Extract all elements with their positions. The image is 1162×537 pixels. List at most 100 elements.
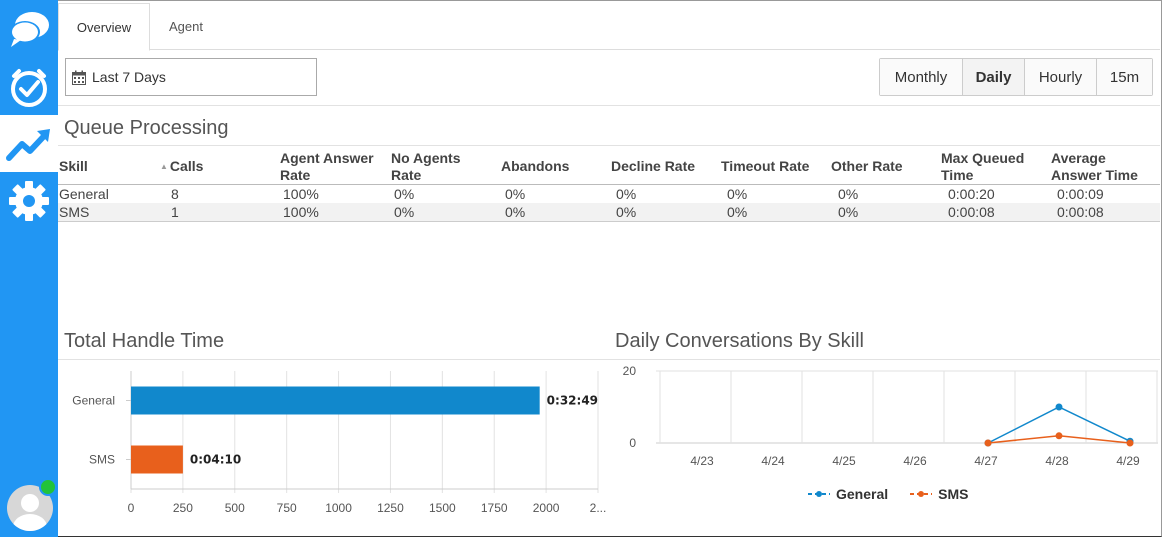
- y-tick-label: 0: [629, 436, 636, 450]
- handle-time-title: Total Handle Time: [64, 330, 225, 352]
- clock-check-icon: [11, 68, 47, 107]
- cell-max-queued-time: 0:00:08: [948, 204, 995, 220]
- user-status-indicator: [39, 478, 57, 496]
- gear-icon: [9, 180, 49, 221]
- x-tick-label: 1000: [325, 501, 352, 515]
- column-header-no-agents-rate[interactable]: No Agents Rate: [391, 149, 461, 183]
- divider: [58, 359, 1160, 360]
- x-tick-label: 4/24: [761, 454, 785, 468]
- cell-timeout-rate: 0%: [727, 204, 748, 220]
- sidebar-item-settings[interactable]: [0, 172, 58, 229]
- column-header-max-queued-time[interactable]: Max Queued Time: [941, 149, 1025, 183]
- legend-label: General: [836, 486, 889, 502]
- handle-time-chart: 0 250 500 750 1000 1250 1500 1750 2000 2... Genera…: [72, 371, 607, 515]
- tab-agent[interactable]: Agent: [169, 19, 203, 34]
- trending-chart-icon: [6, 128, 50, 161]
- cell-skill: SMS: [59, 204, 90, 220]
- cell-other-rate: 0%: [838, 204, 859, 220]
- calendar-icon: [72, 70, 86, 85]
- x-tick-label: 4/29: [1116, 454, 1140, 468]
- sort-icon: ▲: [160, 162, 168, 171]
- bar-general: [131, 386, 540, 415]
- y-tick-label: 20: [623, 364, 637, 378]
- tab-overview[interactable]: Overview: [58, 3, 150, 51]
- legend-item-sms[interactable]: SMS: [910, 486, 968, 502]
- divider: [58, 145, 1160, 146]
- legend-label: SMS: [938, 486, 969, 502]
- granularity-monthly-button[interactable]: Monthly: [880, 59, 963, 95]
- cell-calls: 8: [171, 186, 179, 202]
- data-point-sms: [1126, 439, 1134, 447]
- x-tick-label: 4/23: [690, 454, 714, 468]
- date-range-picker[interactable]: Last 7 Days: [65, 58, 317, 96]
- chat-bubbles-icon: [10, 11, 49, 47]
- cell-skill: General: [59, 186, 109, 202]
- x-tick-label: 4/27: [974, 454, 998, 468]
- table-row[interactable]: SMS 1 100% 0% 0% 0% 0% 0% 0:00:08 0:00:0…: [58, 203, 1160, 221]
- granularity-hourly-button[interactable]: Hourly: [1025, 59, 1097, 95]
- queue-table: Skill ▲ Calls Agent Answer Rate No Agents…: [58, 148, 1160, 222]
- legend-swatch: [808, 491, 830, 497]
- x-tick-label: 1250: [377, 501, 404, 515]
- cell-agent-answer-rate: 100%: [283, 186, 319, 202]
- granularity-selector: Monthly Daily Hourly 15m: [879, 58, 1153, 96]
- column-header-skill[interactable]: Skill: [59, 158, 88, 174]
- legend-swatch: [910, 491, 933, 497]
- cell-abandons: 0%: [505, 186, 526, 202]
- cell-agent-answer-rate: 100%: [283, 204, 319, 220]
- cell-other-rate: 0%: [838, 186, 859, 202]
- column-header-abandons[interactable]: Abandons: [501, 158, 570, 174]
- divider: [58, 105, 1160, 106]
- divider: [58, 221, 1160, 222]
- cell-decline-rate: 0%: [616, 204, 637, 220]
- x-tick-label: 750: [277, 501, 297, 515]
- x-tick-label: 1750: [481, 501, 508, 515]
- column-header-average-answer-time[interactable]: Average Answer Time: [1051, 149, 1138, 183]
- x-tick-label: 4/25: [832, 454, 856, 468]
- bar-data-label: 0:32:49: [547, 394, 598, 408]
- x-tick-label: 1500: [429, 501, 456, 515]
- sidebar-item-timer[interactable]: [0, 58, 58, 115]
- cell-timeout-rate: 0%: [727, 186, 748, 202]
- column-header-decline-rate[interactable]: Decline Rate: [611, 158, 696, 174]
- sidebar-item-reports[interactable]: [0, 115, 58, 172]
- granularity-daily-button[interactable]: Daily: [963, 59, 1025, 95]
- x-tick-label: 500: [225, 501, 245, 515]
- x-tick-label: 250: [173, 501, 193, 515]
- y-tick-label: General: [72, 394, 115, 408]
- x-tick-label: 2...: [590, 501, 607, 515]
- cell-average-answer-time: 0:00:08: [1057, 204, 1104, 220]
- column-header-timeout-rate[interactable]: Timeout Rate: [721, 158, 810, 174]
- bar-data-label: 0:04:10: [190, 453, 241, 467]
- chart-legend: General SMS: [808, 486, 968, 502]
- bar-sms: [131, 445, 183, 474]
- avatar[interactable]: [7, 485, 53, 531]
- user-silhouette-icon: [13, 494, 47, 531]
- cell-max-queued-time: 0:00:20: [948, 186, 995, 202]
- queue-processing-title: Queue Processing: [64, 117, 229, 139]
- legend-item-general[interactable]: General: [808, 486, 888, 502]
- tab-bar: Overview Agent: [58, 1, 1160, 51]
- x-tick-label: 2000: [533, 501, 560, 515]
- granularity-15m-button[interactable]: 15m: [1097, 59, 1152, 95]
- cell-decline-rate: 0%: [616, 186, 637, 202]
- column-header-calls[interactable]: ▲ Calls: [160, 158, 204, 174]
- x-tick-label: 4/28: [1045, 454, 1069, 468]
- table-header: Skill ▲ Calls Agent Answer Rate No Agents…: [58, 148, 1160, 185]
- column-header-other-rate[interactable]: Other Rate: [831, 158, 903, 174]
- cell-no-agents-rate: 0%: [394, 186, 415, 202]
- date-range-label: Last 7 Days: [92, 69, 166, 85]
- cell-abandons: 0%: [505, 204, 526, 220]
- table-row[interactable]: General 8 100% 0% 0% 0% 0% 0% 0:00:20 0:…: [58, 185, 1160, 203]
- sidebar-item-chat[interactable]: [0, 0, 58, 57]
- conversations-title: Daily Conversations By Skill: [615, 330, 864, 352]
- cell-no-agents-rate: 0%: [394, 204, 415, 220]
- conversations-chart: 0 20 4/23 4/24 4/25 4/26 4/27 4/28 4/29: [623, 364, 1158, 468]
- data-point-sms: [1055, 432, 1063, 440]
- data-point-sms: [984, 439, 992, 447]
- cell-average-answer-time: 0:00:09: [1057, 186, 1104, 202]
- x-tick-label: 0: [128, 501, 135, 515]
- sidebar: [0, 0, 58, 537]
- main-panel: Overview Agent Last 7 Days Monthly Daily…: [58, 0, 1162, 537]
- column-header-agent-answer-rate[interactable]: Agent Answer Rate: [280, 149, 374, 183]
